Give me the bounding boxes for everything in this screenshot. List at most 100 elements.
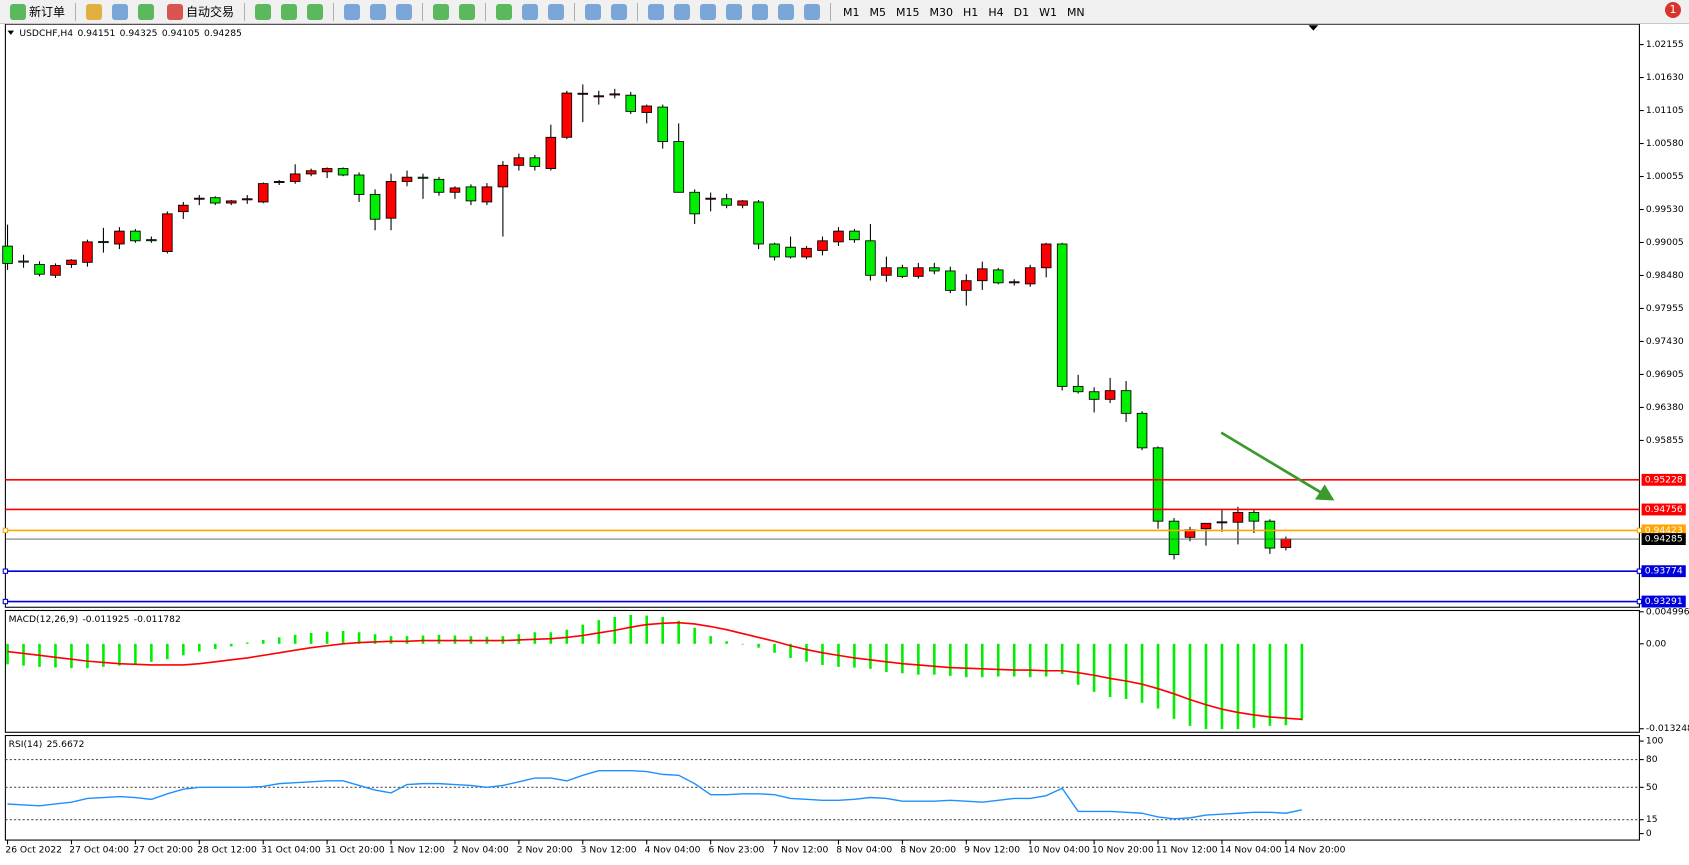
macd-bar xyxy=(325,631,329,644)
candle-body xyxy=(305,170,317,175)
candle-body xyxy=(497,164,509,188)
x-tick-label: 4 Nov 04:00 xyxy=(645,844,701,855)
candle-body xyxy=(114,230,125,245)
macd-bar xyxy=(261,639,265,644)
macd-bar xyxy=(405,636,409,644)
annotation-arrowhead xyxy=(1314,484,1335,501)
header-title: RSI(14) xyxy=(9,739,43,750)
y-tick-label: 1.01630 xyxy=(1646,72,1684,83)
candle-body xyxy=(385,181,397,219)
price-label: 0.93774 xyxy=(1645,566,1683,577)
macd-bar xyxy=(1060,643,1064,674)
candle-body xyxy=(1056,243,1068,387)
candle-body xyxy=(369,193,381,220)
macd-bar xyxy=(1268,643,1272,726)
macd-bar xyxy=(1012,643,1016,677)
macd-bar xyxy=(182,643,185,656)
macd-bar xyxy=(118,643,121,666)
toolbar: 新订单 自动交易 M1 M5 M15 M30 H1 H4 D1 W1 MN 1 xyxy=(0,0,1689,24)
timeframe-button[interactable]: M5 xyxy=(869,5,887,19)
x-tick-label: 28 Oct 12:00 xyxy=(197,844,257,855)
macd-bar xyxy=(517,634,521,644)
y-tick-label: 80 xyxy=(1646,754,1658,765)
macd-bar xyxy=(213,643,217,649)
macd-bar xyxy=(389,636,393,644)
macd-bar xyxy=(1108,643,1112,698)
candle-body xyxy=(513,157,525,166)
macd-bar xyxy=(453,635,457,644)
macd-bar xyxy=(581,624,585,644)
macd-bar xyxy=(693,627,696,644)
macd-bar xyxy=(1028,643,1032,678)
candle-body xyxy=(257,183,269,203)
macd-bar xyxy=(1220,643,1224,730)
macd-bar xyxy=(1044,643,1048,677)
candle-body xyxy=(50,265,61,276)
x-tick-label: 2 Nov 04:00 xyxy=(453,844,509,855)
timeframe-button[interactable]: M1 xyxy=(843,5,860,19)
macd-bar xyxy=(1076,643,1080,685)
x-tick-label: 10 Nov 20:00 xyxy=(1092,844,1154,855)
candle-body xyxy=(178,204,189,213)
macd-bar xyxy=(677,620,680,644)
candle-body xyxy=(2,245,13,264)
x-tick-label: 14 Nov 20:00 xyxy=(1284,844,1346,855)
macd-bar xyxy=(709,636,712,644)
x-tick-label: 11 Nov 12:00 xyxy=(1156,844,1218,855)
timeframe-button[interactable]: H1 xyxy=(963,5,979,19)
marker-triangle xyxy=(1308,25,1319,31)
macd-bar xyxy=(1092,643,1096,692)
timeframe-button[interactable]: M30 xyxy=(929,5,954,19)
x-tick-label: 27 Oct 20:00 xyxy=(133,844,193,855)
timeframe-button[interactable]: W1 xyxy=(1039,5,1057,19)
timeframe-button[interactable]: D1 xyxy=(1013,5,1030,19)
auto-trading-button[interactable]: 自动交易 xyxy=(161,3,237,20)
candle-body xyxy=(34,264,45,275)
x-tick-label: 6 Nov 23:00 xyxy=(708,844,764,855)
macd-bar xyxy=(293,634,297,644)
macd-bar xyxy=(1284,643,1288,726)
y-tick-label: 0.99005 xyxy=(1646,237,1684,248)
x-tick-label: 31 Oct 04:00 xyxy=(261,844,321,855)
candle-body xyxy=(593,95,605,98)
line-handle xyxy=(1636,598,1643,605)
candle-body xyxy=(785,246,796,258)
y-tick-label: 50 xyxy=(1646,782,1658,793)
candle-body xyxy=(1200,522,1212,530)
candle-body xyxy=(289,173,301,182)
candle-body xyxy=(146,239,157,242)
macd-bar xyxy=(341,631,345,644)
indicator-header: USDCHF,H4 0.94151 0.94325 0.94105 0.94285 xyxy=(19,27,242,38)
price-label: 0.94423 xyxy=(1645,525,1683,536)
panel-frame xyxy=(4,609,1640,733)
timeframe-button[interactable]: MN xyxy=(1066,5,1085,19)
candle-body xyxy=(817,240,828,251)
candle-body xyxy=(481,186,493,203)
button-label: 新订单 xyxy=(29,5,66,19)
new-order-button[interactable]: 新订单 xyxy=(4,3,68,20)
macd-bar xyxy=(421,635,425,644)
candle-body xyxy=(130,230,141,242)
line-handle xyxy=(1636,568,1643,574)
chart-background xyxy=(0,24,1689,863)
timeframe-button[interactable]: H4 xyxy=(988,5,1004,19)
y-tick-label: 1.00055 xyxy=(1646,171,1684,182)
candle-body xyxy=(881,267,892,276)
x-tick-label: 3 Nov 12:00 xyxy=(581,844,637,855)
x-tick-label: 9 Nov 12:00 xyxy=(964,844,1020,855)
notification-badge[interactable]: 1 xyxy=(1665,2,1681,18)
price-label-bg xyxy=(1641,533,1686,546)
timeframe-button[interactable]: M15 xyxy=(896,5,920,19)
candle-body xyxy=(1216,521,1228,524)
macd-bar xyxy=(1172,643,1176,719)
candle-body xyxy=(609,93,621,96)
macd-bar xyxy=(6,643,9,665)
candle-body xyxy=(162,213,173,252)
left-triangle xyxy=(7,30,15,35)
y-tick-label: 0.96380 xyxy=(1646,402,1684,413)
candle-body xyxy=(1168,520,1180,556)
macd-bar xyxy=(629,614,633,644)
header-value: 0.94151 xyxy=(77,27,115,38)
candle-body xyxy=(929,267,940,272)
